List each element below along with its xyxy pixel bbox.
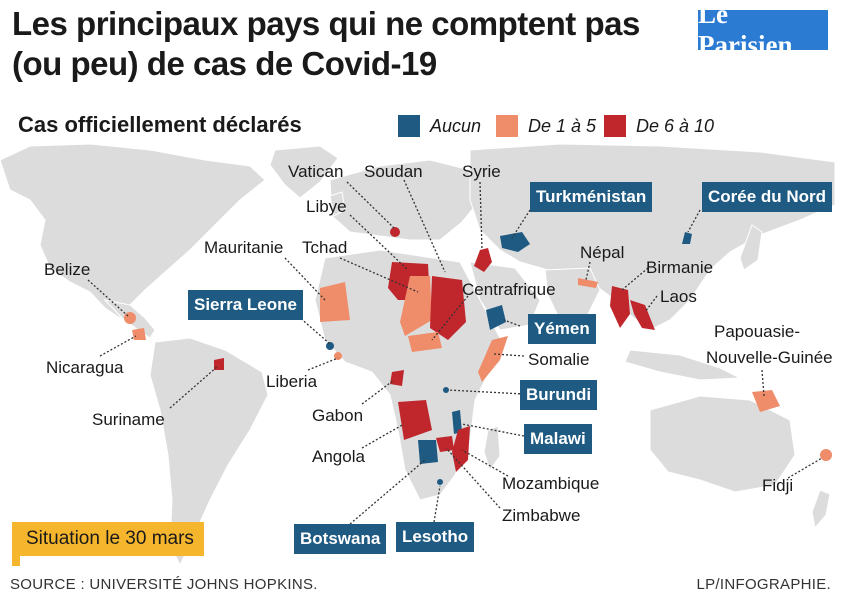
label-somalie: Somalie [528, 350, 590, 369]
north-america [0, 143, 266, 319]
yemen-shape [486, 305, 506, 330]
nicaragua-shape [132, 328, 146, 340]
somalia-shape [478, 336, 508, 382]
mauritania-shape [320, 282, 350, 322]
legend-label-6-10: De 6 à 10 [636, 116, 715, 136]
legend-title: Cas officiellement déclarés [18, 112, 302, 137]
car-shape [408, 332, 442, 352]
liberia-shape [334, 352, 342, 360]
label-zimbabwe: Zimbabwe [502, 506, 581, 525]
label-papouasie-1: Papouasie- [714, 322, 801, 341]
europe [329, 159, 481, 241]
title-line-2: (ou peu) de cas de Covid-19 [12, 45, 437, 82]
legend-label-aucun: Aucun [430, 116, 482, 136]
box-sierra-leone: Sierra Leone [188, 290, 303, 320]
gabon-shape [390, 370, 404, 386]
date-note: Situation le 30 mars [12, 522, 204, 556]
label-birmanie: Birmanie [646, 258, 714, 277]
label-mozambique: Mozambique [502, 474, 600, 493]
papua-shape [752, 390, 780, 412]
box-lesotho: Lesotho [396, 522, 475, 552]
fiji-marker [820, 449, 832, 461]
box-yemen: Yémen [528, 314, 596, 344]
sierra-leone-shape [326, 342, 334, 350]
indonesia [624, 349, 742, 381]
label-syrie: Syrie [462, 162, 501, 181]
sudan-shape [430, 276, 466, 340]
le-parisien-logo: Le Parisien [698, 0, 828, 60]
laos-shape [630, 300, 655, 330]
angola-shape [398, 400, 432, 440]
chad-shape [400, 276, 432, 336]
label-soudan: Soudan [364, 162, 423, 181]
legend-swatch-aucun [398, 115, 420, 137]
japan [739, 224, 763, 271]
uk [329, 191, 346, 217]
date-note-tab [12, 556, 20, 566]
leader-lines [87, 179, 823, 525]
belize-marker [124, 312, 136, 324]
north-korea-shape [682, 232, 692, 244]
australia [649, 395, 796, 493]
label-laos: Laos [660, 287, 697, 306]
label-gabon: Gabon [312, 406, 364, 425]
nepal-shape [578, 278, 598, 288]
zimbabwe-shape [436, 436, 454, 452]
label-papouasie-2: Nouvelle-Guinée [706, 348, 833, 367]
label-belize: Belize [44, 260, 91, 279]
label-angola: Angola [312, 447, 365, 466]
label-centrafrique: Centrafrique [462, 280, 556, 299]
burundi-shape [443, 387, 449, 393]
label-tchad: Tchad [302, 238, 348, 257]
label-mauritanie: Mauritanie [204, 238, 284, 257]
box-botswana: Botswana [294, 524, 387, 554]
south-america [149, 337, 269, 567]
greenland [269, 145, 339, 199]
legend-swatch-1-5 [496, 115, 518, 137]
highlighted-countries [124, 227, 832, 485]
label-suriname: Suriname [92, 410, 165, 429]
legend-label-1-5: De 1 à 5 [528, 116, 597, 136]
label-nicaragua: Nicaragua [46, 358, 124, 377]
label-liberia: Liberia [266, 372, 318, 391]
box-coree-du-nord: Corée du Nord [702, 182, 833, 212]
box-turkmenistan: Turkménistan [530, 182, 653, 212]
syria-shape [474, 248, 492, 272]
turkmenistan-shape [500, 232, 530, 252]
lesotho-shape [437, 479, 443, 485]
label-vatican: Vatican [288, 162, 344, 181]
credit-note: LP/INFOGRAPHIE. [696, 576, 831, 593]
box-burundi: Burundi [520, 380, 598, 410]
label-nepal: Népal [580, 243, 625, 262]
source-note: SOURCE : UNIVERSITÉ JOHNS HOPKINS. [10, 576, 318, 593]
vatican-marker [390, 227, 400, 237]
madagascar [483, 425, 501, 472]
box-malawi: Malawi [524, 424, 592, 454]
legend-swatch-6-10 [604, 115, 626, 137]
label-libye: Libye [306, 197, 347, 216]
title-line-1: Les principaux pays qui ne comptent pas [12, 5, 640, 42]
label-fidji: Fidji [762, 476, 794, 495]
myanmar-shape [610, 286, 630, 328]
malawi-shape [452, 410, 462, 434]
map-title: Les principaux pays qui ne comptent pas … [12, 4, 652, 84]
new-zealand [811, 489, 831, 530]
botswana-shape [418, 440, 438, 464]
